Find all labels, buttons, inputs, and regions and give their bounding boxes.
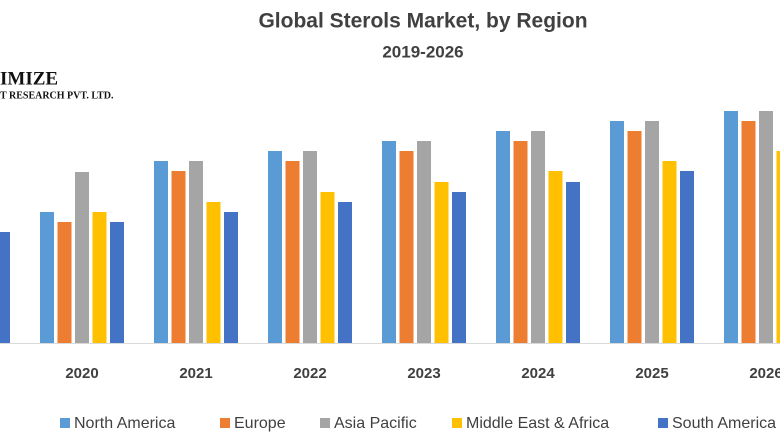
bar <box>320 192 335 343</box>
bar <box>434 182 449 343</box>
x-tick-label: 2020 <box>65 365 98 382</box>
bar <box>171 171 186 343</box>
bar <box>40 212 54 343</box>
bar <box>452 192 466 343</box>
bar <box>399 151 414 343</box>
chart-title: Global Sterols Market, by Region <box>258 10 587 33</box>
legend-swatch <box>658 418 668 428</box>
bar <box>610 121 624 343</box>
legend-label: Europe <box>234 415 286 432</box>
bar <box>224 212 238 343</box>
x-tick-label: 2026 <box>749 365 780 382</box>
bar <box>189 161 203 343</box>
legend-label: North America <box>74 415 175 432</box>
legend-swatch <box>452 418 462 428</box>
bar <box>154 161 168 343</box>
bar <box>268 151 282 343</box>
bar <box>724 111 738 343</box>
bar <box>206 202 221 343</box>
bar <box>0 232 10 343</box>
bar <box>75 172 89 343</box>
x-tick-label: 2023 <box>407 365 440 382</box>
x-tick-label: 2021 <box>179 365 212 382</box>
chart-subtitle: 2019-2026 <box>382 42 463 61</box>
x-tick-label: 2025 <box>635 365 668 382</box>
bar <box>382 141 396 343</box>
logo-tagline: T RESEARCH PVT. LTD. <box>0 90 114 101</box>
bar <box>759 111 773 343</box>
bar <box>92 212 107 343</box>
bar <box>645 121 659 343</box>
legend-swatch <box>320 418 330 428</box>
legend-swatch <box>220 418 230 428</box>
bar <box>627 131 642 343</box>
bar <box>496 131 510 343</box>
bar <box>566 182 580 343</box>
legend-label: Asia Pacific <box>334 415 417 432</box>
bar <box>548 171 563 343</box>
bar <box>513 141 528 343</box>
bar <box>338 202 352 343</box>
bar <box>285 161 300 343</box>
legend-swatch <box>60 418 70 428</box>
bar <box>303 151 317 343</box>
legend-label: South America <box>672 415 776 432</box>
bar <box>57 222 72 343</box>
bar <box>741 121 756 343</box>
bar <box>531 131 545 343</box>
bar <box>417 141 431 343</box>
bar <box>662 161 677 343</box>
x-tick-label: 2024 <box>521 365 555 382</box>
bar <box>110 222 124 343</box>
logo-name: IMIZE <box>0 68 58 89</box>
bar <box>680 171 694 343</box>
x-tick-label: 2022 <box>293 365 326 382</box>
legend-label: Middle East & Africa <box>466 415 609 432</box>
bar <box>776 151 780 343</box>
